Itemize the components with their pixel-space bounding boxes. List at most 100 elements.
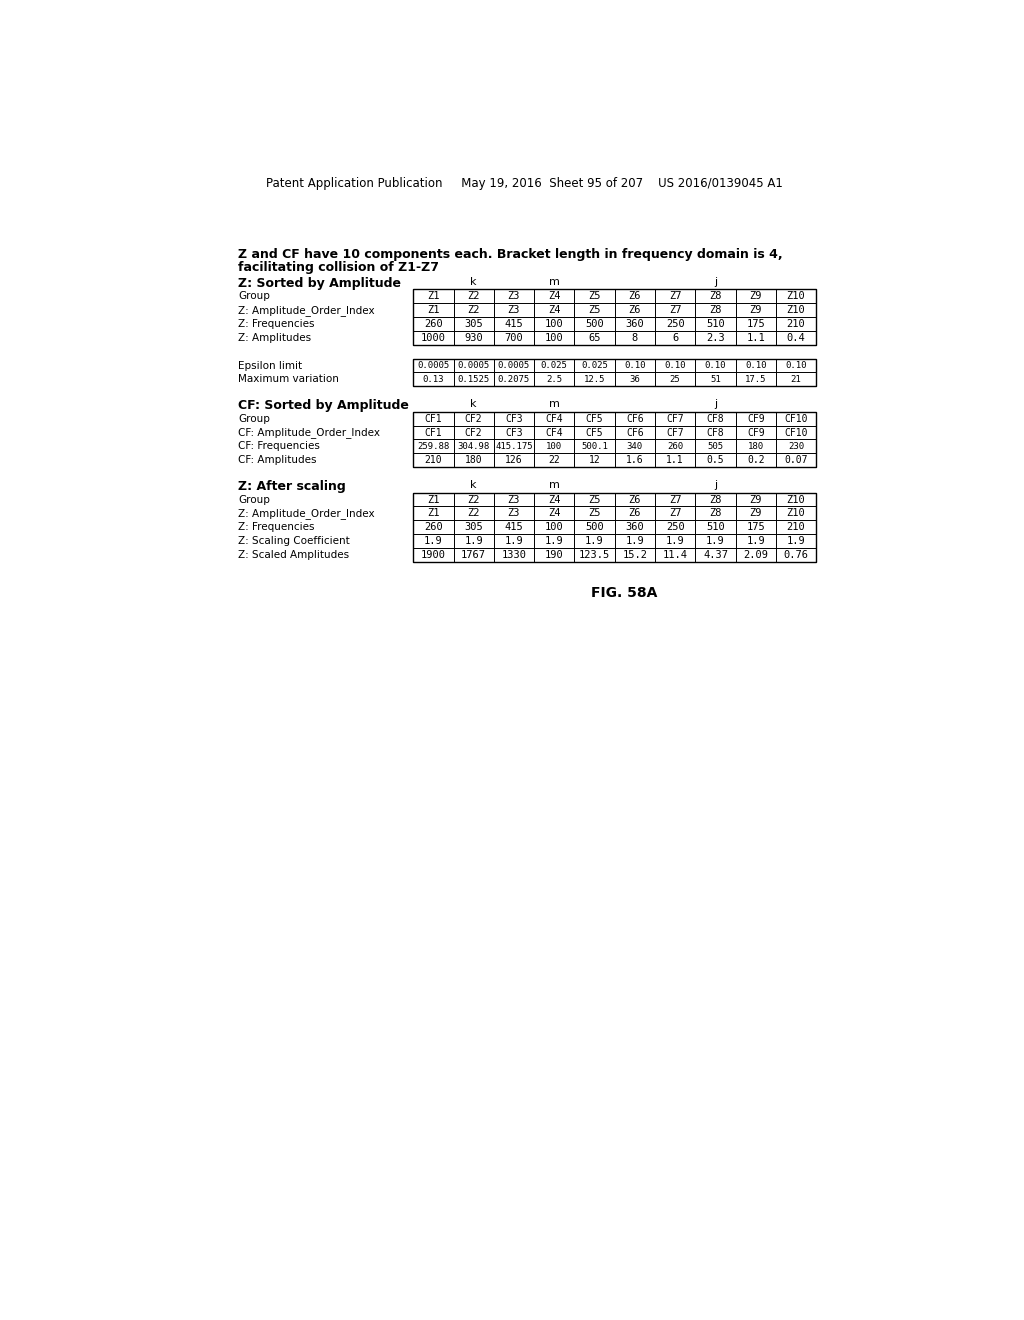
Text: 22: 22	[549, 455, 560, 465]
Text: 700: 700	[505, 333, 523, 343]
Text: CF1: CF1	[425, 413, 442, 424]
Text: Z1: Z1	[427, 305, 439, 315]
Text: k: k	[470, 399, 477, 409]
Text: 0.2075: 0.2075	[498, 375, 530, 384]
Text: Z: Frequencies: Z: Frequencies	[238, 319, 314, 329]
Text: j: j	[714, 480, 717, 490]
Text: CF10: CF10	[784, 428, 808, 437]
Text: Z6: Z6	[629, 495, 641, 504]
Text: 1.6: 1.6	[626, 455, 644, 465]
Text: 180: 180	[465, 455, 482, 465]
Text: 36: 36	[630, 375, 640, 384]
Text: 1.1: 1.1	[746, 333, 765, 343]
Text: 0.07: 0.07	[784, 455, 808, 465]
Text: Group: Group	[238, 495, 270, 504]
Text: Z1: Z1	[427, 292, 439, 301]
Text: 250: 250	[666, 319, 684, 329]
Text: CF1: CF1	[425, 428, 442, 437]
Text: m: m	[549, 399, 560, 409]
Text: 175: 175	[746, 523, 765, 532]
Text: 500.1: 500.1	[581, 442, 608, 451]
Text: Z1: Z1	[427, 508, 439, 519]
Text: 65: 65	[589, 333, 601, 343]
Text: CF4: CF4	[546, 413, 563, 424]
Text: Z: After scaling: Z: After scaling	[238, 480, 346, 492]
Text: 360: 360	[626, 523, 644, 532]
Text: 1900: 1900	[421, 550, 445, 560]
Text: 0.025: 0.025	[541, 362, 567, 370]
Text: 25: 25	[670, 375, 681, 384]
Text: Z9: Z9	[750, 508, 762, 519]
Text: 305: 305	[464, 319, 483, 329]
Text: m: m	[549, 480, 560, 490]
Text: j: j	[714, 277, 717, 286]
Text: Z4: Z4	[548, 495, 560, 504]
Text: 0.0005: 0.0005	[417, 362, 450, 370]
Text: Z5: Z5	[589, 495, 601, 504]
Text: Z7: Z7	[669, 508, 681, 519]
Text: 305: 305	[464, 523, 483, 532]
Text: 175: 175	[746, 319, 765, 329]
Text: Z10: Z10	[786, 292, 806, 301]
Text: 0.10: 0.10	[745, 362, 767, 370]
Text: 0.13: 0.13	[423, 375, 444, 384]
Text: Patent Application Publication     May 19, 2016  Sheet 95 of 207    US 2016/0139: Patent Application Publication May 19, 2…	[266, 177, 783, 190]
Text: Z: Scaled Amplitudes: Z: Scaled Amplitudes	[238, 550, 349, 560]
Text: 100: 100	[545, 523, 563, 532]
Text: CF8: CF8	[707, 413, 724, 424]
Text: 1.9: 1.9	[464, 536, 483, 546]
Text: Z3: Z3	[508, 292, 520, 301]
Text: Z2: Z2	[467, 305, 480, 315]
Text: Z10: Z10	[786, 508, 806, 519]
Bar	[414, 359, 816, 387]
Text: CF: Amplitude_Order_Index: CF: Amplitude_Order_Index	[238, 428, 380, 438]
Text: 1.9: 1.9	[585, 536, 604, 546]
Text: 0.025: 0.025	[581, 362, 608, 370]
Bar	[414, 412, 816, 467]
Text: CF: Frequencies: CF: Frequencies	[238, 441, 319, 451]
Text: CF10: CF10	[784, 413, 808, 424]
Text: 1.9: 1.9	[666, 536, 684, 546]
Text: 259.88: 259.88	[417, 442, 450, 451]
Text: 12: 12	[589, 455, 600, 465]
Text: 510: 510	[707, 523, 725, 532]
Text: Z5: Z5	[589, 292, 601, 301]
Text: 126: 126	[505, 455, 523, 465]
Text: 51: 51	[710, 375, 721, 384]
Text: CF3: CF3	[505, 413, 523, 424]
Text: 180: 180	[748, 442, 764, 451]
Text: Z10: Z10	[786, 495, 806, 504]
Text: CF2: CF2	[465, 413, 482, 424]
Text: Z: Frequencies: Z: Frequencies	[238, 523, 314, 532]
Text: 260: 260	[424, 319, 442, 329]
Text: 250: 250	[666, 523, 684, 532]
Text: Z2: Z2	[467, 292, 480, 301]
Text: 190: 190	[545, 550, 563, 560]
Text: Group: Group	[238, 292, 270, 301]
Text: CF3: CF3	[505, 428, 523, 437]
Text: 2.09: 2.09	[743, 550, 768, 560]
Text: Z4: Z4	[548, 292, 560, 301]
Text: 415: 415	[505, 319, 523, 329]
Text: Z4: Z4	[548, 508, 560, 519]
Text: Z3: Z3	[508, 495, 520, 504]
Text: 505: 505	[708, 442, 724, 451]
Text: 360: 360	[626, 319, 644, 329]
Text: FIG. 58A: FIG. 58A	[591, 586, 657, 599]
Text: 260: 260	[667, 442, 683, 451]
Text: 15.2: 15.2	[623, 550, 647, 560]
Text: 1.9: 1.9	[424, 536, 442, 546]
Text: CF8: CF8	[707, 428, 724, 437]
Text: 210: 210	[786, 319, 806, 329]
Text: 340: 340	[627, 442, 643, 451]
Text: 1.9: 1.9	[746, 536, 765, 546]
Text: Z6: Z6	[629, 508, 641, 519]
Text: Z6: Z6	[629, 292, 641, 301]
Text: Z8: Z8	[710, 508, 722, 519]
Text: 0.76: 0.76	[783, 550, 809, 560]
Text: Z7: Z7	[669, 305, 681, 315]
Text: CF7: CF7	[667, 428, 684, 437]
Text: Z8: Z8	[710, 305, 722, 315]
Text: 415: 415	[505, 523, 523, 532]
Bar	[414, 289, 816, 345]
